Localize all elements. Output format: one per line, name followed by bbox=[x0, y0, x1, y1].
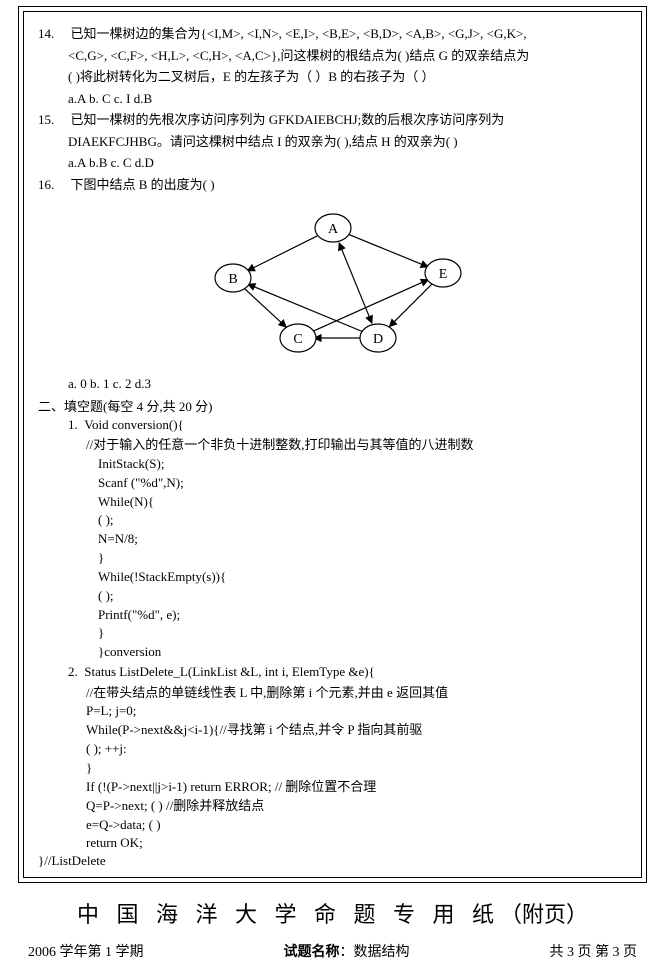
problem-1-head: 1. Void conversion(){ bbox=[38, 415, 627, 435]
code-line: }conversion bbox=[38, 643, 627, 662]
code-line: While(P->next&&j<i-1){//寻找第 i 个结点,并令 P 指… bbox=[38, 721, 627, 740]
page-border-outer: 14. 已知一棵树边的集合为{<I,M>, <I,N>, <E,I>, <B,E… bbox=[18, 6, 647, 883]
graph-diagram: A B E C D bbox=[38, 198, 627, 372]
code-line: P=L; j=0; bbox=[38, 702, 627, 721]
footer-mid-label: 试题名称 bbox=[284, 945, 340, 960]
graph-edge bbox=[339, 243, 372, 323]
code-line: ( ); ++j: bbox=[38, 740, 627, 759]
q16-text: 下图中结点 B 的出度为( ) bbox=[71, 177, 215, 192]
question-14-line2: <C,G>, <C,F>, <H,L>, <C,H>, <A,C>},问这棵树的… bbox=[38, 46, 627, 66]
graph-edge bbox=[247, 235, 318, 271]
code-line: Printf("%d", e); bbox=[38, 606, 627, 625]
graph-node-label: C bbox=[293, 332, 302, 347]
p1-code-block: InitStack(S);Scanf ("%d",N);While(N){( )… bbox=[38, 455, 627, 662]
page-border-inner: 14. 已知一棵树边的集合为{<I,M>, <I,N>, <E,I>, <B,E… bbox=[23, 11, 642, 878]
code-line: } bbox=[38, 549, 627, 568]
graph-edge bbox=[389, 284, 431, 326]
p2-code-block: P=L; j=0;While(P->next&&j<i-1){//寻找第 i 个… bbox=[38, 702, 627, 853]
graph-edge bbox=[244, 289, 285, 327]
graph-node-label: E bbox=[438, 267, 447, 282]
question-14-line1: 14. 已知一棵树边的集合为{<I,M>, <I,N>, <E,I>, <B,E… bbox=[38, 24, 627, 44]
directed-graph-svg: A B E C D bbox=[163, 198, 503, 368]
question-16-options: a. 0 b. 1 c. 2 d.3 bbox=[38, 374, 627, 394]
question-15-options: a.A b.B c. C d.D bbox=[38, 153, 627, 173]
question-15-line1: 15. 已知一棵树的先根次序访问序列为 GFKDAIEBCHJ;数的后根次序访问… bbox=[38, 110, 627, 130]
q14-text1: 已知一棵树边的集合为{<I,M>, <I,N>, <E,I>, <B,E>, <… bbox=[71, 26, 527, 41]
code-line: Scanf ("%d",N); bbox=[38, 474, 627, 493]
problem-2-head: 2. Status ListDelete_L(LinkList &L, int … bbox=[38, 662, 627, 682]
footer-title: 中 国 海 洋 大 学 命 题 专 用 纸（附页） bbox=[0, 897, 665, 929]
p2-num: 2. bbox=[68, 664, 78, 679]
code-line: } bbox=[38, 624, 627, 643]
graph-node-label: A bbox=[327, 222, 338, 237]
p2-head: Status ListDelete_L(LinkList &L, int i, … bbox=[84, 664, 375, 679]
question-14-line3: ( )将此树转化为二叉树后，E 的左孩子为（ ）B 的右孩子为（ ） bbox=[38, 67, 627, 87]
code-line: Q=P->next; ( ) //删除并释放结点 bbox=[38, 797, 627, 816]
q14-num: 14. bbox=[38, 26, 54, 41]
p1-head: Void conversion(){ bbox=[84, 417, 184, 432]
graph-edge bbox=[347, 234, 427, 267]
footer-subline: 2006 学年第 1 学期 试题名称：数据结构 共 3 页 第 3 页 bbox=[0, 941, 665, 961]
fill-blank-header: 二、填空题(每空 4 分,共 20 分) bbox=[38, 396, 627, 415]
footer-title-paren: （附页） bbox=[500, 902, 588, 927]
question-16: 16. 下图中结点 B 的出度为( ) bbox=[38, 175, 627, 195]
q16-num: 16. bbox=[38, 177, 54, 192]
footer-title-main: 中 国 海 洋 大 学 命 题 专 用 纸 bbox=[77, 902, 500, 927]
p1-comment: //对于输入的任意一个非负十进制整数,打印输出与其等值的八进制数 bbox=[38, 436, 627, 455]
question-15-line2: DIAEKFCJHBG。请问这棵树中结点 I 的双亲为( ),结点 H 的双亲为… bbox=[38, 132, 627, 152]
footer-left: 2006 学年第 1 学期 bbox=[28, 941, 144, 961]
code-line: N=N/8; bbox=[38, 530, 627, 549]
code-line: InitStack(S); bbox=[38, 455, 627, 474]
footer-mid-val: ：数据结构 bbox=[340, 945, 410, 960]
p2-comment: //在带头结点的单链线性表 L 中,删除第 i 个元素,并由 e 返回其值 bbox=[38, 684, 627, 703]
code-line: } bbox=[38, 759, 627, 778]
code-line: While(!StackEmpty(s)){ bbox=[38, 568, 627, 587]
footer-right: 共 3 页 第 3 页 bbox=[550, 941, 638, 961]
code-line: e=Q->data; ( ) bbox=[38, 816, 627, 835]
code-line: return OK; bbox=[38, 834, 627, 853]
code-line: ( ); bbox=[38, 587, 627, 606]
code-line: While(N){ bbox=[38, 493, 627, 512]
code-line: If (!(P->next||j>i-1) return ERROR; // 删… bbox=[38, 778, 627, 797]
q15-num: 15. bbox=[38, 112, 54, 127]
code-line: ( ); bbox=[38, 511, 627, 530]
p1-num: 1. bbox=[68, 417, 78, 432]
p2-tail: }//ListDelete bbox=[38, 853, 627, 869]
question-14-options: a.A b. C c. I d.B bbox=[38, 89, 627, 109]
graph-node-label: D bbox=[372, 332, 382, 347]
graph-node-label: B bbox=[228, 272, 237, 287]
footer-mid: 试题名称：数据结构 bbox=[284, 941, 410, 961]
q15-text1: 已知一棵树的先根次序访问序列为 GFKDAIEBCHJ;数的后根次序访问序列为 bbox=[71, 112, 505, 127]
